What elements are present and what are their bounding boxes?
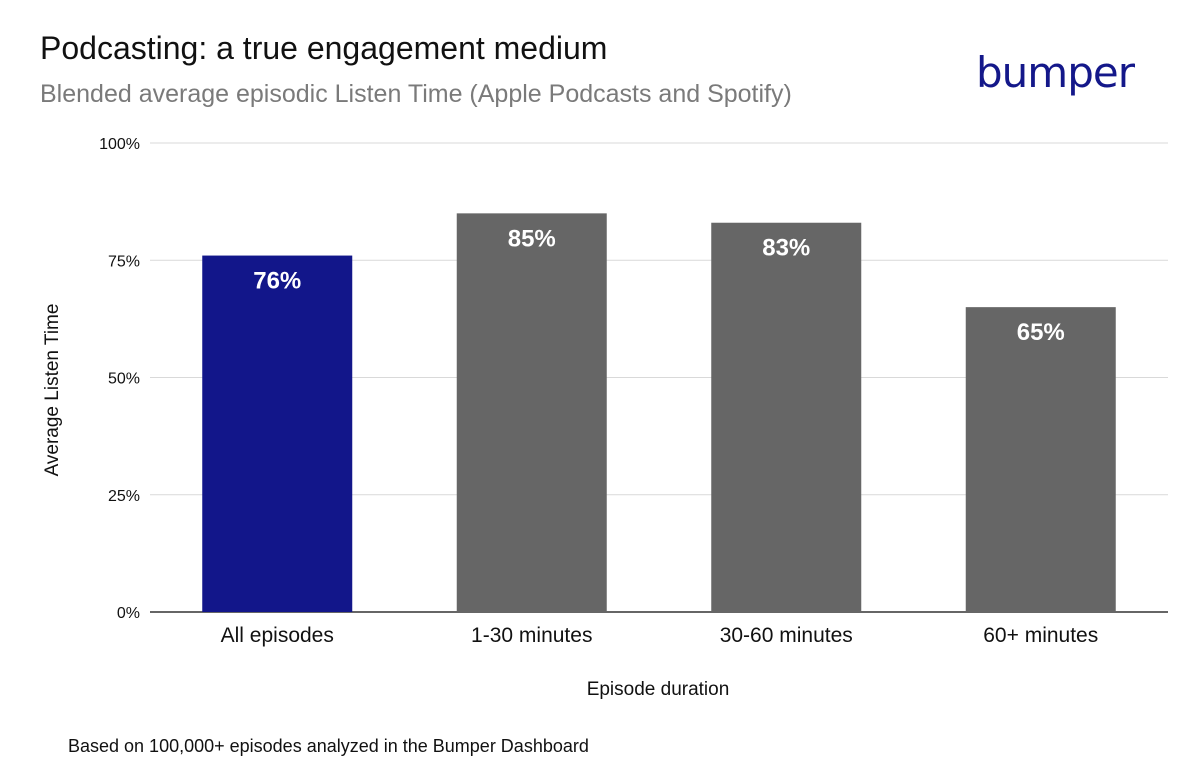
data-label: 65% — [1017, 319, 1065, 346]
x-axis-label: Episode duration — [587, 679, 730, 700]
data-label: 85% — [508, 225, 556, 252]
x-tick-label: All episodes — [221, 624, 334, 647]
chart-subtitle: Blended average episodic Listen Time (Ap… — [40, 80, 792, 108]
y-tick-label: 100% — [99, 136, 140, 153]
bar-all-episodes — [202, 255, 353, 612]
y-tick-label: 0% — [117, 605, 140, 622]
bar-1-30-minutes — [456, 213, 607, 612]
x-tick-label: 1-30 minutes — [471, 624, 592, 647]
data-labels: 76% 85% 83% 65% — [253, 225, 1065, 346]
y-axis-label: Average Listen Time — [42, 304, 63, 477]
bar-30-60-minutes — [711, 222, 862, 613]
y-tick-label: 75% — [108, 253, 140, 270]
brand-logo: bumper — [976, 48, 1135, 97]
x-tick-label: 60+ minutes — [983, 624, 1098, 647]
chart-title: Podcasting: a true engagement medium — [40, 30, 608, 66]
data-label: 76% — [253, 268, 301, 295]
bar-60-minutes — [965, 307, 1116, 612]
y-tick-label: 25% — [108, 488, 140, 505]
data-label: 83% — [762, 235, 810, 262]
bars — [202, 213, 1116, 613]
y-tick-label: 50% — [108, 371, 140, 388]
x-tick-label: 30-60 minutes — [720, 624, 853, 647]
axis-ticks: 0% 25% 50% 75% 100% All episodes 1-30 minutes 3… — [99, 136, 1098, 647]
footnote: Based on 100,000+ episodes analyzed in t… — [68, 736, 589, 756]
